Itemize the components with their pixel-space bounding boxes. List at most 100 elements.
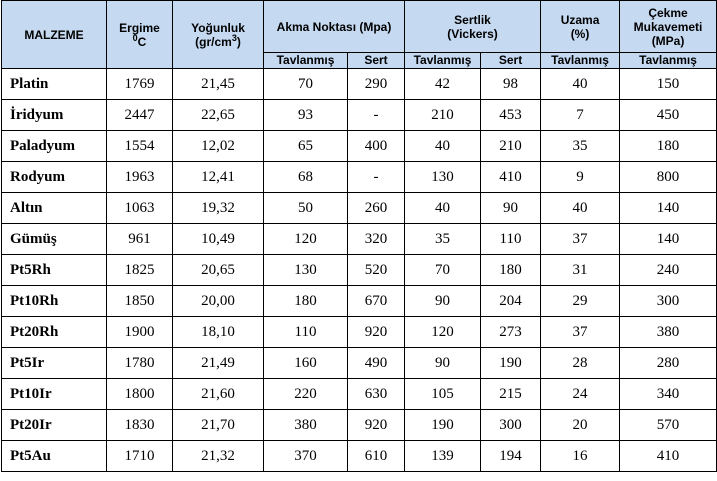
cell-yield-hard: 490 bbox=[346, 347, 406, 379]
cell-material-name: Pt5Ir bbox=[1, 347, 107, 379]
cell-hardness-annealed: 70 bbox=[404, 254, 482, 286]
cell-yield-annealed: 160 bbox=[263, 347, 348, 379]
cell-yield-annealed: 380 bbox=[263, 409, 348, 441]
cell-elongation: 35 bbox=[540, 130, 621, 162]
cell-hardness-hard: 204 bbox=[480, 285, 542, 317]
cell-density: 21,45 bbox=[172, 68, 264, 100]
cell-hardness-annealed: 90 bbox=[404, 347, 482, 379]
header-density: Yoğunluk (gr/cm3) bbox=[172, 0, 264, 69]
header-melting-label: Ergime bbox=[119, 20, 160, 35]
cell-yield-annealed: 180 bbox=[263, 285, 348, 317]
cell-hardness-annealed: 190 bbox=[404, 409, 482, 441]
cell-hardness-hard: 180 bbox=[480, 254, 542, 286]
cell-melting-point: 1850 bbox=[106, 285, 173, 317]
cell-hardness-hard: 98 bbox=[480, 68, 542, 100]
cell-tensile-strength: 150 bbox=[619, 68, 717, 100]
cell-tensile-strength: 450 bbox=[619, 99, 717, 131]
table-row: Pt5Au 1710 21,32 370 610 139 194 16 410 bbox=[1, 440, 717, 472]
cell-yield-hard: - bbox=[346, 161, 406, 193]
cell-hardness-hard: 194 bbox=[480, 440, 542, 472]
table-row: Pt20Ir 1830 21,70 380 920 190 300 20 570 bbox=[1, 409, 717, 441]
cell-yield-annealed: 70 bbox=[263, 68, 348, 100]
cell-melting-point: 1780 bbox=[106, 347, 173, 379]
cell-hardness-hard: 210 bbox=[480, 130, 542, 162]
cell-hardness-annealed: 40 bbox=[404, 130, 482, 162]
cell-material-name: Pt5Au bbox=[1, 440, 107, 472]
cell-yield-hard: 520 bbox=[346, 254, 406, 286]
cell-melting-point: 1710 bbox=[106, 440, 173, 472]
header-density-sup: 3 bbox=[231, 32, 237, 43]
cell-hardness-hard: 190 bbox=[480, 347, 542, 379]
subheader-tensile-annealed: Tavlanmış bbox=[619, 52, 717, 69]
header-melting-point: Ergime 0C bbox=[106, 0, 173, 69]
cell-density: 21,70 bbox=[172, 409, 264, 441]
cell-elongation: 7 bbox=[540, 99, 621, 131]
cell-yield-annealed: 110 bbox=[263, 316, 348, 348]
cell-melting-point: 1063 bbox=[106, 192, 173, 224]
cell-tensile-strength: 280 bbox=[619, 347, 717, 379]
cell-elongation: 37 bbox=[540, 223, 621, 255]
table-body: Platin 1769 21,45 70 290 42 98 40 150 İridyum 2447… bbox=[1, 68, 717, 472]
cell-tensile-strength: 570 bbox=[619, 409, 717, 441]
cell-yield-annealed: 120 bbox=[263, 223, 348, 255]
cell-elongation: 20 bbox=[540, 409, 621, 441]
cell-tensile-strength: 300 bbox=[619, 285, 717, 317]
cell-elongation: 40 bbox=[540, 192, 621, 224]
header-elongation-label: Uzama bbox=[560, 12, 600, 27]
cell-tensile-strength: 180 bbox=[619, 130, 717, 162]
cell-elongation: 28 bbox=[540, 347, 621, 379]
header-melting-unit: C bbox=[137, 34, 147, 49]
table-row: Platin 1769 21,45 70 290 42 98 40 150 bbox=[1, 68, 717, 100]
header-tensile-unit: (MPa) bbox=[651, 33, 685, 48]
cell-yield-hard: 320 bbox=[346, 223, 406, 255]
cell-elongation: 9 bbox=[540, 161, 621, 193]
cell-material-name: Pt10Ir bbox=[1, 378, 107, 410]
cell-density: 12,02 bbox=[172, 130, 264, 162]
cell-tensile-strength: 140 bbox=[619, 223, 717, 255]
table-row: Pt10Ir 1800 21,60 220 630 105 215 24 340 bbox=[1, 378, 717, 410]
cell-elongation: 31 bbox=[540, 254, 621, 286]
cell-yield-annealed: 93 bbox=[263, 99, 348, 131]
cell-yield-annealed: 220 bbox=[263, 378, 348, 410]
header-hardness-unit: (Vickers) bbox=[447, 26, 498, 41]
header-density-label: Yoğunluk bbox=[191, 20, 245, 35]
header-material: MALZEME bbox=[1, 0, 107, 69]
table-row: İridyum 2447 22,65 93-210 453 7 450 bbox=[1, 99, 717, 131]
cell-melting-point: 1830 bbox=[106, 409, 173, 441]
cell-material-name: Gümüş bbox=[1, 223, 107, 255]
table-row: Paladyum 1554 12,02 65 400 40 210 35 180 bbox=[1, 130, 717, 162]
header-tensile-strength: Çekme Mukavemeti (MPa) bbox=[619, 0, 717, 53]
cell-hardness-annealed: 90 bbox=[404, 285, 482, 317]
cell-tensile-strength: 140 bbox=[619, 192, 717, 224]
cell-elongation: 37 bbox=[540, 316, 621, 348]
header-elongation-unit: (%) bbox=[570, 26, 590, 41]
subheader-elongation-annealed: Tavlanmış bbox=[540, 52, 621, 69]
cell-density: 18,10 bbox=[172, 316, 264, 348]
cell-tensile-strength: 240 bbox=[619, 254, 717, 286]
cell-tensile-strength: 800 bbox=[619, 161, 717, 193]
cell-melting-point: 2447 bbox=[106, 99, 173, 131]
cell-yield-hard: 400 bbox=[346, 130, 406, 162]
cell-hardness-annealed: 40 bbox=[404, 192, 482, 224]
cell-hardness-hard: 453 bbox=[480, 99, 542, 131]
cell-material-name: Pt10Rh bbox=[1, 285, 107, 317]
cell-hardness-hard: 273 bbox=[480, 316, 542, 348]
header-yield-point: Akma Noktası (Mpa) bbox=[262, 0, 406, 53]
cell-density: 21,60 bbox=[172, 378, 264, 410]
cell-melting-point: 1963 bbox=[106, 161, 173, 193]
cell-elongation: 24 bbox=[540, 378, 621, 410]
cell-yield-hard: 290 bbox=[346, 68, 406, 100]
cell-tensile-strength: 340 bbox=[619, 378, 717, 410]
cell-yield-annealed: 370 bbox=[263, 440, 348, 472]
cell-material-name: Rodyum bbox=[1, 161, 107, 193]
cell-density: 12,41 bbox=[172, 161, 264, 193]
header-density-unit-post: ) bbox=[236, 34, 241, 49]
cell-density: 20,00 bbox=[172, 285, 264, 317]
cell-yield-annealed: 130 bbox=[263, 254, 348, 286]
cell-density: 21,32 bbox=[172, 440, 264, 472]
cell-melting-point: 1900 bbox=[106, 316, 173, 348]
cell-melting-point: 1554 bbox=[106, 130, 173, 162]
cell-melting-point: 961 bbox=[106, 223, 173, 255]
subheader-yield-annealed: Tavlanmış bbox=[263, 52, 348, 69]
cell-yield-hard: 920 bbox=[346, 316, 406, 348]
